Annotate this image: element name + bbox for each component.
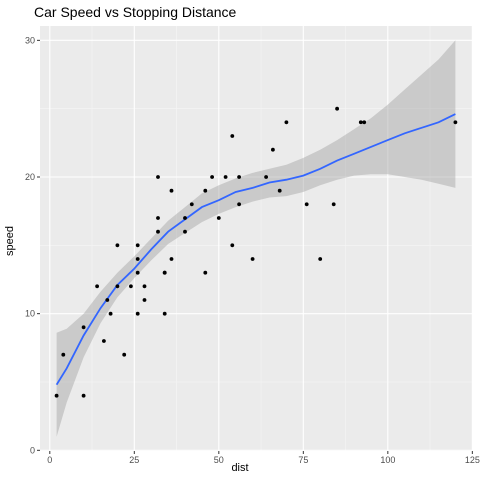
data-point xyxy=(230,243,235,248)
x-axis: 0 25 50 75 100 125 xyxy=(47,451,480,465)
data-point xyxy=(115,243,120,248)
data-point xyxy=(250,257,255,261)
x-tick-label: 75 xyxy=(298,455,308,465)
data-point xyxy=(264,175,268,179)
data-point xyxy=(162,311,167,316)
data-point xyxy=(203,188,208,193)
y-axis: 0 10 20 30 xyxy=(25,35,40,455)
data-point xyxy=(331,202,336,207)
data-point xyxy=(142,284,147,289)
data-point xyxy=(135,257,140,261)
data-point xyxy=(335,106,339,111)
data-point xyxy=(453,120,458,125)
data-point xyxy=(169,188,174,193)
y-tick-label: 10 xyxy=(25,309,35,319)
data-point xyxy=(102,339,106,343)
data-point xyxy=(81,393,86,398)
data-point xyxy=(277,188,282,193)
data-point xyxy=(156,175,160,179)
data-point xyxy=(183,216,187,220)
plot-panel xyxy=(40,26,472,451)
data-point xyxy=(105,298,110,302)
major-gridlines xyxy=(40,26,473,451)
data-point xyxy=(54,393,59,398)
data-point xyxy=(318,257,323,261)
data-point xyxy=(362,120,367,125)
x-tick-label: 125 xyxy=(465,455,480,465)
y-tick-label: 0 xyxy=(30,445,35,455)
data-point xyxy=(108,311,113,316)
x-tick-label: 50 xyxy=(214,455,224,465)
data-point xyxy=(156,216,160,220)
data-point xyxy=(237,202,242,207)
data-point xyxy=(189,202,194,207)
x-tick-label: 0 xyxy=(47,455,52,465)
data-point xyxy=(95,284,99,289)
data-point xyxy=(135,311,140,316)
data-point xyxy=(223,175,228,179)
data-point xyxy=(304,202,309,207)
y-tick-label: 20 xyxy=(25,172,35,182)
data-point xyxy=(122,352,127,357)
data-point xyxy=(358,120,363,125)
x-tick-label: 25 xyxy=(129,455,139,465)
data-point xyxy=(81,325,86,330)
y-tick-label: 30 xyxy=(25,35,35,45)
data-point xyxy=(271,147,275,152)
data-point xyxy=(210,175,215,179)
data-point xyxy=(129,284,133,289)
x-axis-label: dist xyxy=(231,462,249,474)
data-point xyxy=(237,175,242,179)
data-points xyxy=(54,106,458,398)
data-point xyxy=(156,229,160,234)
y-axis-label: speed xyxy=(4,226,16,256)
data-point xyxy=(203,270,208,275)
data-point xyxy=(169,257,174,261)
data-point xyxy=(61,352,66,357)
data-point xyxy=(135,243,140,248)
data-point xyxy=(115,284,120,289)
data-point xyxy=(142,298,147,302)
data-point xyxy=(183,229,187,234)
data-point xyxy=(284,120,289,125)
chart-title: Car Speed vs Stopping Distance xyxy=(34,4,237,20)
data-point xyxy=(216,216,221,220)
data-point xyxy=(162,270,167,275)
confidence-band xyxy=(56,40,456,437)
data-point xyxy=(135,270,140,275)
data-point xyxy=(230,134,235,138)
minor-gridlines xyxy=(40,26,472,451)
x-tick-label: 100 xyxy=(380,455,395,465)
